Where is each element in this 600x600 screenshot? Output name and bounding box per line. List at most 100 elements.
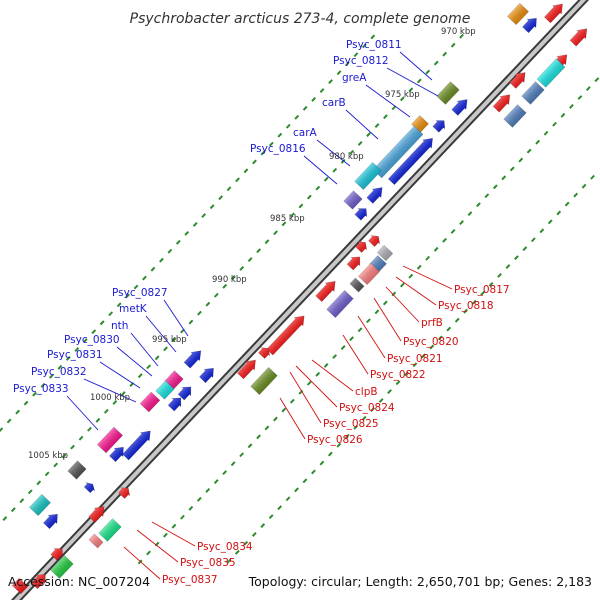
gene-arrow[interactable] <box>42 510 62 530</box>
gene-arrow[interactable] <box>569 25 591 48</box>
gene-shading <box>544 4 563 23</box>
gene-label-psyc-0835[interactable]: Psyc_0835 <box>180 557 236 569</box>
gene-label-psyc-0833[interactable]: Psyc_0833 <box>13 383 69 395</box>
kbp-tick <box>154 355 160 361</box>
kbp-tick <box>273 416 278 422</box>
gene-label-psyc-0826[interactable]: Psyc_0826 <box>307 434 363 446</box>
gene-arrow[interactable] <box>108 443 128 463</box>
gene-shading <box>366 187 383 204</box>
gene-box[interactable] <box>354 162 382 190</box>
gene-box[interactable] <box>372 125 424 179</box>
gene-label-psyc-0817[interactable]: Psyc_0817 <box>454 284 510 296</box>
gene-arrow[interactable] <box>50 545 67 562</box>
gene-arrow[interactable] <box>121 427 154 461</box>
gene-label-psyc-0830[interactable]: Psyc_0830 <box>64 334 120 346</box>
gene-box[interactable] <box>29 493 51 517</box>
kbp-tick <box>370 407 376 412</box>
gene-arrow[interactable] <box>508 68 529 89</box>
kbp-tick <box>323 363 329 368</box>
gene-box[interactable] <box>436 81 460 105</box>
gene-label-psyc-0832[interactable]: Psyc_0832 <box>31 366 87 378</box>
gene-arrow[interactable] <box>432 117 449 134</box>
gene-box[interactable] <box>139 391 161 413</box>
kbp-tick <box>36 480 42 486</box>
gene-box[interactable] <box>155 380 175 400</box>
gene-arrow[interactable] <box>314 277 339 303</box>
gene-label-psyc-0825[interactable]: Psyc_0825 <box>323 418 379 430</box>
gene-arrow[interactable] <box>346 253 364 271</box>
gene-arrow[interactable] <box>543 0 567 24</box>
gene-box[interactable] <box>507 2 529 26</box>
gene-arrow[interactable] <box>183 347 205 370</box>
gene-box[interactable] <box>358 262 380 286</box>
kbp-tick <box>125 293 130 299</box>
gene-label-nth[interactable]: nth <box>111 320 128 332</box>
gene-arrow[interactable] <box>257 344 273 360</box>
gene-arrow[interactable] <box>387 134 437 186</box>
gene-box[interactable] <box>96 426 124 454</box>
gene-label-psyc-0816[interactable]: Psyc_0816 <box>250 143 306 155</box>
gene-arrow[interactable] <box>177 383 195 401</box>
gene-arrow[interactable] <box>236 356 260 380</box>
gene-label-psyc-0811[interactable]: Psyc_0811 <box>346 39 402 51</box>
gene-box[interactable] <box>503 104 527 128</box>
kbp-tick <box>594 77 600 83</box>
kbp-tick <box>230 461 236 467</box>
gene-box[interactable] <box>88 533 104 549</box>
gene-box[interactable] <box>11 577 29 595</box>
gene-shading <box>122 430 151 460</box>
gene-arrow[interactable] <box>30 570 50 590</box>
gene-shading <box>155 380 175 400</box>
forward-leader-line <box>116 346 153 377</box>
gene-label-clpb[interactable]: clpB <box>355 386 378 398</box>
gene-arrow[interactable] <box>83 480 97 494</box>
gene-label-psyc-0822[interactable]: Psyc_0822 <box>370 369 426 381</box>
gene-label-psyc-0818[interactable]: Psyc_0818 <box>438 300 494 312</box>
gene-label-psyc-0831[interactable]: Psyc_0831 <box>47 349 103 361</box>
gene-arrow[interactable] <box>365 183 386 204</box>
gene-label-psyc-0824[interactable]: Psyc_0824 <box>339 402 395 414</box>
gene-label-psyc-0821[interactable]: Psyc_0821 <box>387 353 443 365</box>
kbp-tick <box>146 550 151 556</box>
gene-arrow[interactable] <box>117 484 133 500</box>
gene-arrow[interactable] <box>367 232 383 248</box>
gene-box[interactable] <box>376 244 394 262</box>
kbp-tick <box>467 211 473 216</box>
gene-label-psyc-0834[interactable]: Psyc_0834 <box>197 541 253 553</box>
gene-box[interactable] <box>349 277 365 293</box>
kbp-tick <box>197 310 202 316</box>
gene-label-psyc-0812[interactable]: Psyc_0812 <box>333 55 389 67</box>
gene-box[interactable] <box>250 367 278 395</box>
gene-label-carb[interactable]: carB <box>322 97 346 109</box>
gene-arrow[interactable] <box>450 95 471 116</box>
gene-arrow[interactable] <box>167 394 185 412</box>
kbp-tick <box>323 176 329 182</box>
gene-box[interactable] <box>98 518 122 542</box>
gene-label-grea[interactable]: greA <box>342 72 367 84</box>
gene-arrow[interactable] <box>354 205 371 222</box>
gene-box[interactable] <box>536 58 566 88</box>
gene-arrow[interactable] <box>265 312 308 357</box>
gene-label-metk[interactable]: metK <box>119 303 148 315</box>
gene-box[interactable] <box>521 81 545 105</box>
kbp-tick <box>539 228 545 234</box>
gene-arrow[interactable] <box>354 238 370 254</box>
gene-label-psyc-0837[interactable]: Psyc_0837 <box>162 574 218 586</box>
kbp-tick <box>222 283 228 289</box>
gene-arrow[interactable] <box>492 91 514 114</box>
gene-box[interactable] <box>326 290 354 318</box>
gene-label-cara[interactable]: carA <box>293 127 318 139</box>
gene-box[interactable] <box>67 460 87 480</box>
kbp-tick <box>10 507 16 513</box>
gene-arrow[interactable] <box>198 364 218 384</box>
kbp-tick <box>180 514 185 520</box>
gene-label-psyc-0820[interactable]: Psyc_0820 <box>403 336 459 348</box>
reverse-leader-line <box>151 521 196 547</box>
gene-shading <box>358 263 380 285</box>
gene-label-prfb[interactable]: prfB <box>421 317 443 329</box>
gene-box[interactable] <box>343 190 363 210</box>
gene-label-psyc-0827[interactable]: Psyc_0827 <box>112 287 168 299</box>
gene-box[interactable] <box>50 555 74 579</box>
gene-arrow[interactable] <box>87 502 108 523</box>
gene-arrow[interactable] <box>521 14 541 34</box>
